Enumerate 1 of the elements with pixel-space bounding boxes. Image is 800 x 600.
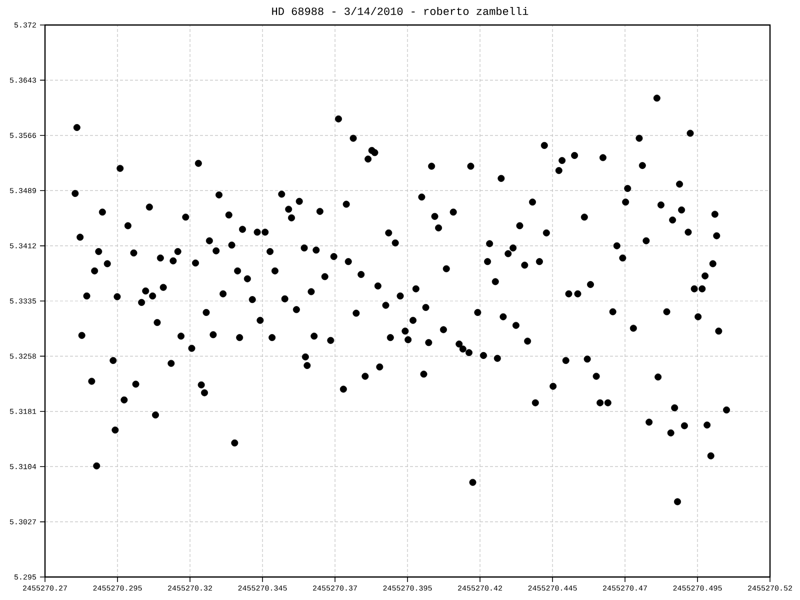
chart-title: HD 68988 - 3/14/2010 - roberto zambelli — [272, 6, 528, 16]
